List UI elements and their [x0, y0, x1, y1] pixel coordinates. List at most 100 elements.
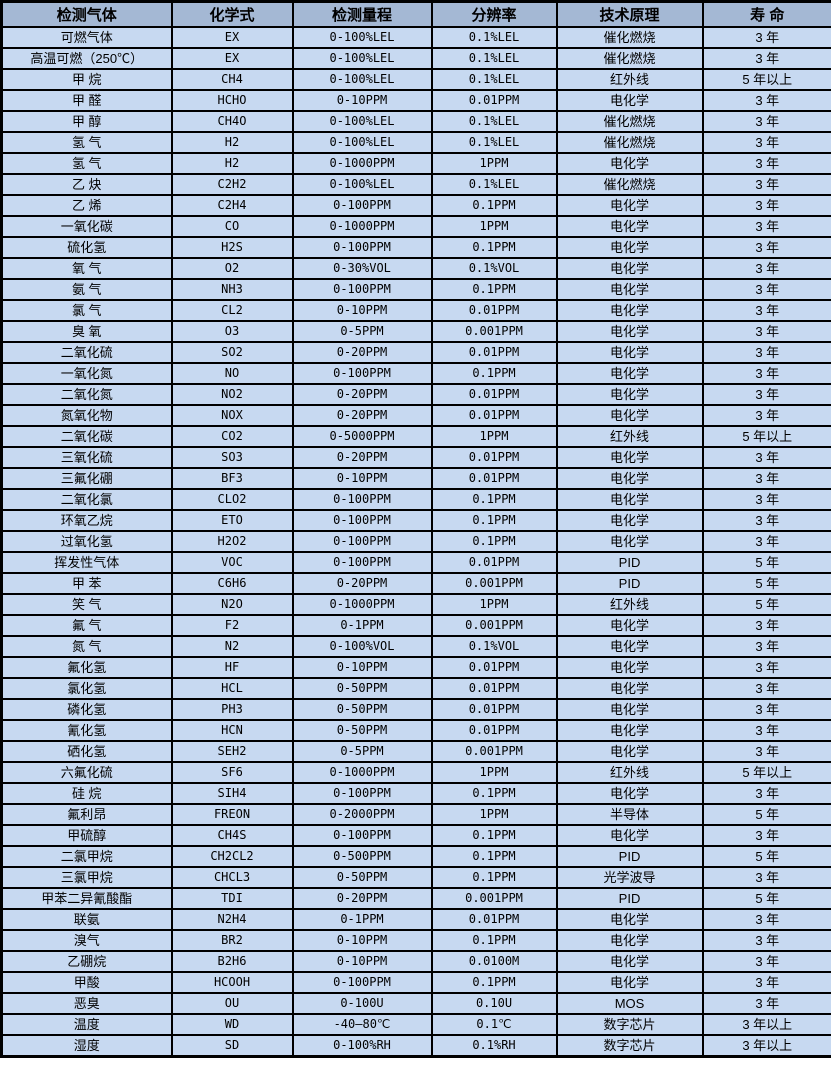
- cell-lifespan: 5 年: [701, 572, 831, 595]
- cell-resolution: 0.1PPM: [430, 530, 558, 553]
- cell-detection-range: 0-100%VOL: [291, 635, 433, 658]
- cell-resolution: 0.1%LEL: [430, 110, 558, 133]
- cell-gas-name: 甲 苯: [0, 572, 173, 595]
- table-row: 氨 气 NH3 0-100PPM 0.1PPM 电化学 3 年: [0, 278, 831, 301]
- cell-resolution: 0.001PPM: [430, 740, 558, 763]
- cell-technology: 电化学: [555, 236, 704, 259]
- cell-technology: 催化燃烧: [555, 26, 704, 49]
- cell-gas-name: 二氧化氮: [0, 383, 173, 406]
- cell-detection-range: 0-100PPM: [291, 509, 433, 532]
- table-row: 三氟化硼 BF3 0-10PPM 0.01PPM 电化学 3 年: [0, 467, 831, 490]
- cell-resolution: 0.01PPM: [430, 908, 558, 931]
- cell-resolution: 0.0100M: [430, 950, 558, 973]
- cell-detection-range: 0-50PPM: [291, 866, 433, 889]
- cell-technology: PID: [555, 887, 704, 910]
- cell-technology: 电化学: [555, 89, 704, 112]
- cell-detection-range: 0-30%VOL: [291, 257, 433, 280]
- table-row: 二氧化氯 CLO2 0-100PPM 0.1PPM 电化学 3 年: [0, 488, 831, 511]
- cell-technology: 电化学: [555, 299, 704, 322]
- cell-gas-name: 氨 气: [0, 278, 173, 301]
- column-header-gas-name: 检测气体: [0, 0, 173, 28]
- cell-resolution: 0.1PPM: [430, 509, 558, 532]
- table-row: 过氧化氢 H2O2 0-100PPM 0.1PPM 电化学 3 年: [0, 530, 831, 553]
- cell-technology: 催化燃烧: [555, 173, 704, 196]
- cell-technology: 催化燃烧: [555, 110, 704, 133]
- cell-gas-name: 甲 醇: [0, 110, 173, 133]
- cell-technology: 电化学: [555, 215, 704, 238]
- cell-technology: 电化学: [555, 404, 704, 427]
- cell-chemical-formula: NO2: [170, 383, 294, 406]
- cell-technology: PID: [555, 551, 704, 574]
- column-header-resolution: 分辨率: [430, 0, 558, 28]
- cell-detection-range: 0-10PPM: [291, 929, 433, 952]
- cell-technology: PID: [555, 572, 704, 595]
- cell-technology: 电化学: [555, 677, 704, 700]
- cell-resolution: 0.1PPM: [430, 362, 558, 385]
- cell-lifespan: 3 年: [701, 740, 831, 763]
- table-row: 甲 烷 CH4 0-100%LEL 0.1%LEL 红外线 5 年以上: [0, 68, 831, 91]
- cell-detection-range: 0-10PPM: [291, 656, 433, 679]
- cell-technology: 电化学: [555, 278, 704, 301]
- cell-technology: 光学波导: [555, 866, 704, 889]
- table-row: 二氧化碳 CO2 0-5000PPM 1PPM 红外线 5 年以上: [0, 425, 831, 448]
- table-row: 氟利昂 FREON 0-2000PPM 1PPM 半导体 5 年: [0, 803, 831, 826]
- cell-resolution: 0.01PPM: [430, 677, 558, 700]
- header-row: 检测气体 化学式 检测量程 分辨率 技术原理 寿 命: [0, 0, 831, 28]
- cell-detection-range: 0-100%LEL: [291, 110, 433, 133]
- cell-technology: 半导体: [555, 803, 704, 826]
- cell-chemical-formula: PH3: [170, 698, 294, 721]
- cell-chemical-formula: C6H6: [170, 572, 294, 595]
- cell-chemical-formula: TDI: [170, 887, 294, 910]
- cell-technology: 电化学: [555, 194, 704, 217]
- cell-detection-range: 0-10PPM: [291, 299, 433, 322]
- cell-gas-name: 甲苯二异氰酸酯: [0, 887, 173, 910]
- table-row: 磷化氢 PH3 0-50PPM 0.01PPM 电化学 3 年: [0, 698, 831, 721]
- table-row: 硒化氢 SEH2 0-5PPM 0.001PPM 电化学 3 年: [0, 740, 831, 763]
- cell-resolution: 1PPM: [430, 152, 558, 175]
- table-row: 一氧化氮 NO 0-100PPM 0.1PPM 电化学 3 年: [0, 362, 831, 385]
- table-row: 二氧化硫 SO2 0-20PPM 0.01PPM 电化学 3 年: [0, 341, 831, 364]
- cell-technology: 红外线: [555, 593, 704, 616]
- table-row: 氢 气 H2 0-1000PPM 1PPM 电化学 3 年: [0, 152, 831, 175]
- cell-resolution: 0.1PPM: [430, 866, 558, 889]
- cell-lifespan: 3 年: [701, 278, 831, 301]
- table-row: 硫化氢 H2S 0-100PPM 0.1PPM 电化学 3 年: [0, 236, 831, 259]
- cell-detection-range: 0-1000PPM: [291, 152, 433, 175]
- table-row: 六氟化硫 SF6 0-1000PPM 1PPM 红外线 5 年以上: [0, 761, 831, 784]
- cell-gas-name: 三氧化硫: [0, 446, 173, 469]
- cell-chemical-formula: CH4S: [170, 824, 294, 847]
- table-body: 可燃气体 EX 0-100%LEL 0.1%LEL 催化燃烧 3 年高温可燃（250℃） E…: [0, 26, 831, 1058]
- cell-chemical-formula: O3: [170, 320, 294, 343]
- cell-technology: 电化学: [555, 971, 704, 994]
- cell-gas-name: 甲 醛: [0, 89, 173, 112]
- cell-resolution: 0.1PPM: [430, 971, 558, 994]
- cell-detection-range: 0-100%LEL: [291, 68, 433, 91]
- cell-lifespan: 3 年: [701, 236, 831, 259]
- table-row: 联氨 N2H4 0-1PPM 0.01PPM 电化学 3 年: [0, 908, 831, 931]
- table-row: 甲硫醇 CH4S 0-100PPM 0.1PPM 电化学 3 年: [0, 824, 831, 847]
- cell-resolution: 0.1%LEL: [430, 26, 558, 49]
- cell-lifespan: 3 年: [701, 971, 831, 994]
- cell-resolution: 0.01PPM: [430, 299, 558, 322]
- cell-chemical-formula: OU: [170, 992, 294, 1015]
- table-row: 三氧化硫 SO3 0-20PPM 0.01PPM 电化学 3 年: [0, 446, 831, 469]
- cell-gas-name: 硅 烷: [0, 782, 173, 805]
- cell-chemical-formula: BR2: [170, 929, 294, 952]
- table-row: 三氯甲烷 CHCL3 0-50PPM 0.1PPM 光学波导 3 年: [0, 866, 831, 889]
- cell-technology: 电化学: [555, 635, 704, 658]
- cell-resolution: 0.1%RH: [430, 1034, 558, 1058]
- cell-detection-range: -40—80℃: [291, 1013, 433, 1036]
- cell-lifespan: 5 年以上: [701, 68, 831, 91]
- cell-resolution: 0.001PPM: [430, 614, 558, 637]
- cell-gas-name: 臭 氧: [0, 320, 173, 343]
- cell-chemical-formula: VOC: [170, 551, 294, 574]
- cell-technology: 数字芯片: [555, 1034, 704, 1058]
- cell-gas-name: 氯 气: [0, 299, 173, 322]
- cell-gas-name: 磷化氢: [0, 698, 173, 721]
- table-row: 氮氧化物 NOX 0-20PPM 0.01PPM 电化学 3 年: [0, 404, 831, 427]
- cell-detection-range: 0-100PPM: [291, 971, 433, 994]
- cell-lifespan: 3 年: [701, 89, 831, 112]
- cell-lifespan: 3 年: [701, 173, 831, 196]
- cell-chemical-formula: HCN: [170, 719, 294, 742]
- cell-technology: 电化学: [555, 362, 704, 385]
